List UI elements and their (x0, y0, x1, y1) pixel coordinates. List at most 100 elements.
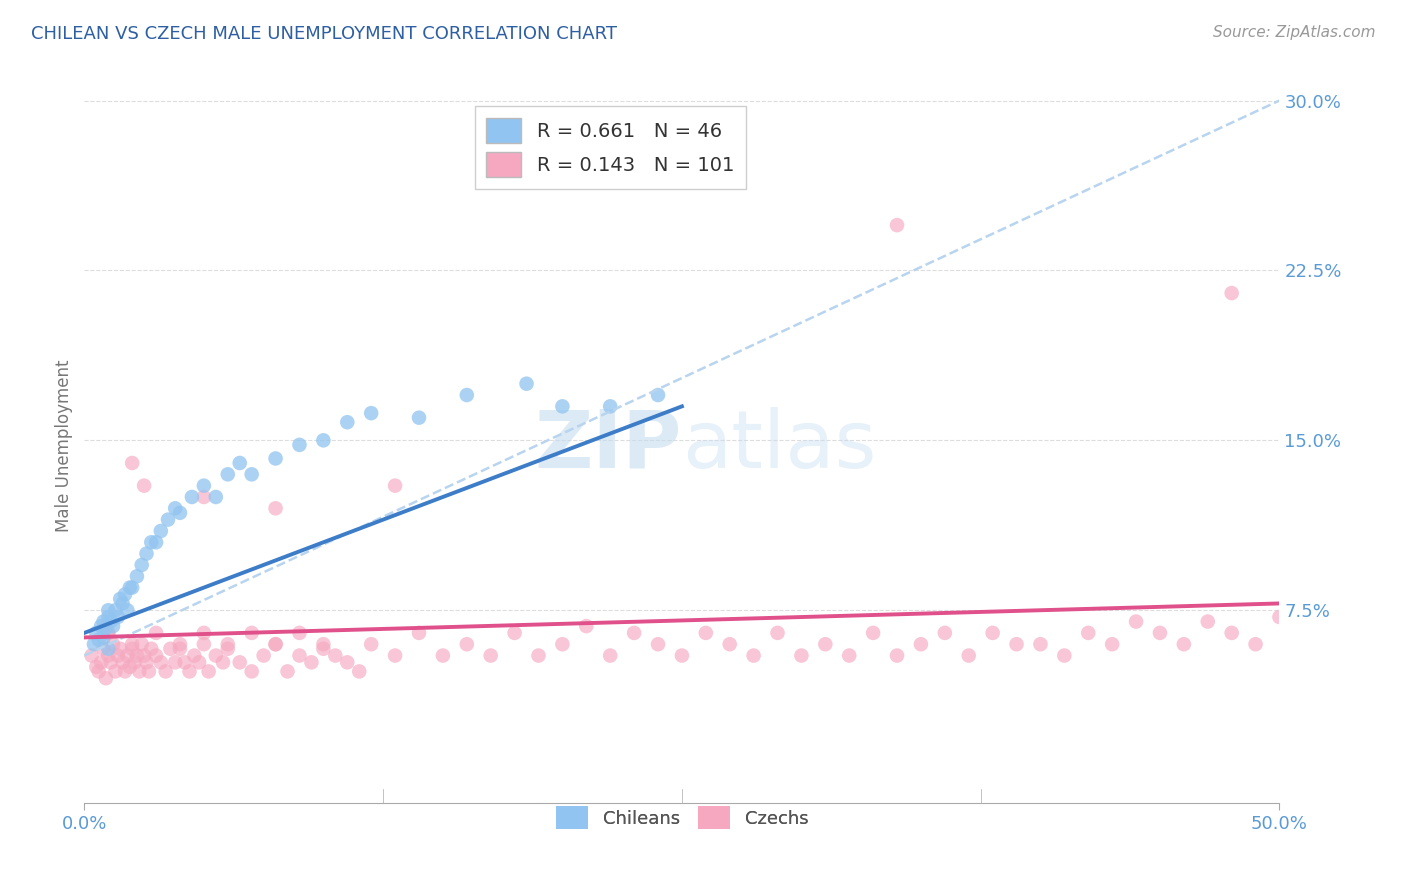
Point (117, 603, 139, 617)
Point (229, 656, 252, 670)
Point (100, 656, 122, 670)
Point (432, 648, 454, 663)
Point (1268, 610, 1291, 624)
Point (107, 648, 129, 663)
Legend: Chileans, Czechs: Chileans, Czechs (548, 799, 815, 837)
Point (193, 626, 215, 640)
Point (155, 665, 177, 679)
Point (80, 648, 103, 663)
Point (173, 656, 195, 670)
Point (408, 410, 430, 425)
Point (135, 656, 157, 670)
Point (121, 637, 143, 651)
Point (159, 641, 181, 656)
Point (742, 648, 765, 663)
Point (599, 648, 621, 663)
Point (157, 513, 180, 527)
Point (107, 610, 129, 624)
Point (264, 501, 287, 516)
Point (86, 660, 108, 674)
Point (527, 648, 550, 663)
Point (97, 648, 120, 663)
Point (149, 524, 172, 538)
Point (141, 641, 163, 656)
Point (149, 656, 172, 670)
Point (838, 648, 860, 663)
Point (132, 648, 156, 663)
Point (179, 665, 201, 679)
Point (790, 648, 813, 663)
Point (111, 597, 134, 611)
Point (551, 637, 574, 651)
Point (212, 656, 235, 670)
Point (145, 535, 167, 549)
Point (193, 478, 215, 492)
Point (647, 637, 669, 651)
Point (240, 467, 263, 482)
Point (87, 665, 110, 679)
Point (253, 648, 276, 663)
Point (90, 656, 112, 670)
Point (131, 558, 153, 572)
Y-axis label: Male Unemployment: Male Unemployment (55, 359, 73, 533)
Point (1220, 626, 1243, 640)
Point (188, 656, 211, 670)
Point (1029, 637, 1052, 651)
Point (1244, 637, 1267, 651)
Point (111, 656, 134, 670)
Point (336, 656, 359, 670)
Point (862, 626, 884, 640)
Point (288, 648, 311, 663)
Point (193, 490, 215, 504)
Point (575, 619, 598, 633)
Point (83, 637, 105, 651)
Point (264, 451, 287, 466)
Point (384, 478, 406, 492)
Point (623, 626, 645, 640)
Point (240, 665, 263, 679)
Point (229, 456, 252, 470)
Point (695, 626, 717, 640)
Point (551, 400, 574, 414)
Point (599, 400, 621, 414)
Point (288, 626, 311, 640)
Point (97, 603, 120, 617)
Point (128, 665, 150, 679)
Point (1149, 626, 1171, 640)
Point (110, 641, 132, 656)
Point (217, 641, 239, 656)
Point (165, 656, 187, 670)
Point (131, 637, 153, 651)
Point (121, 581, 143, 595)
Point (1077, 626, 1099, 640)
Point (886, 648, 908, 663)
Point (981, 626, 1004, 640)
Text: ZIP: ZIP (534, 407, 682, 485)
Point (456, 637, 478, 651)
Point (360, 406, 382, 420)
Point (97, 626, 120, 640)
Point (135, 547, 157, 561)
Point (516, 376, 538, 391)
Point (97, 626, 120, 640)
Point (205, 490, 228, 504)
Point (110, 591, 132, 606)
Point (264, 637, 287, 651)
Point (100, 615, 122, 629)
Point (114, 665, 136, 679)
Point (384, 648, 406, 663)
Point (1053, 648, 1076, 663)
Point (1197, 615, 1219, 629)
Point (456, 388, 478, 402)
Point (93, 631, 115, 645)
Point (169, 506, 191, 520)
Point (118, 581, 141, 595)
Point (503, 626, 526, 640)
Point (97, 610, 120, 624)
Point (301, 656, 323, 670)
Point (181, 490, 204, 504)
Point (132, 478, 156, 492)
Point (93, 615, 115, 629)
Point (86, 626, 108, 640)
Point (1005, 637, 1028, 651)
